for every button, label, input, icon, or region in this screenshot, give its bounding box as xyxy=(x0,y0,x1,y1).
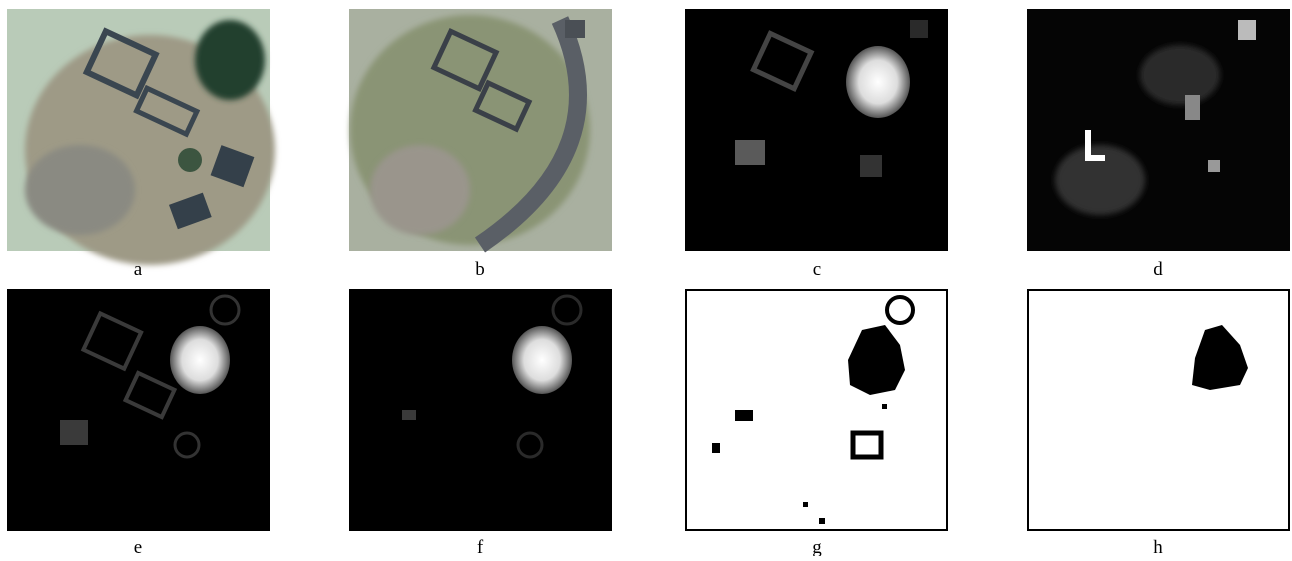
panel-label: a xyxy=(134,259,143,280)
saliency-map-f xyxy=(349,289,612,531)
saliency-map-d xyxy=(1027,9,1290,251)
binary-mask-g xyxy=(686,290,947,530)
panel-label: b xyxy=(475,259,485,280)
figure: a b c d e xyxy=(0,0,1292,556)
panel-label: c xyxy=(813,259,821,280)
panel-label: e xyxy=(134,537,142,556)
binary-mask-h xyxy=(1028,290,1289,530)
panel-label: d xyxy=(1153,259,1163,280)
aerial-image-a xyxy=(7,9,275,265)
saliency-map-c xyxy=(685,9,948,251)
aerial-image-b xyxy=(349,9,612,251)
panel-label: h xyxy=(1153,537,1163,556)
panel-label: g xyxy=(812,537,822,556)
saliency-map-e xyxy=(7,289,270,531)
panel-label: f xyxy=(477,537,484,556)
